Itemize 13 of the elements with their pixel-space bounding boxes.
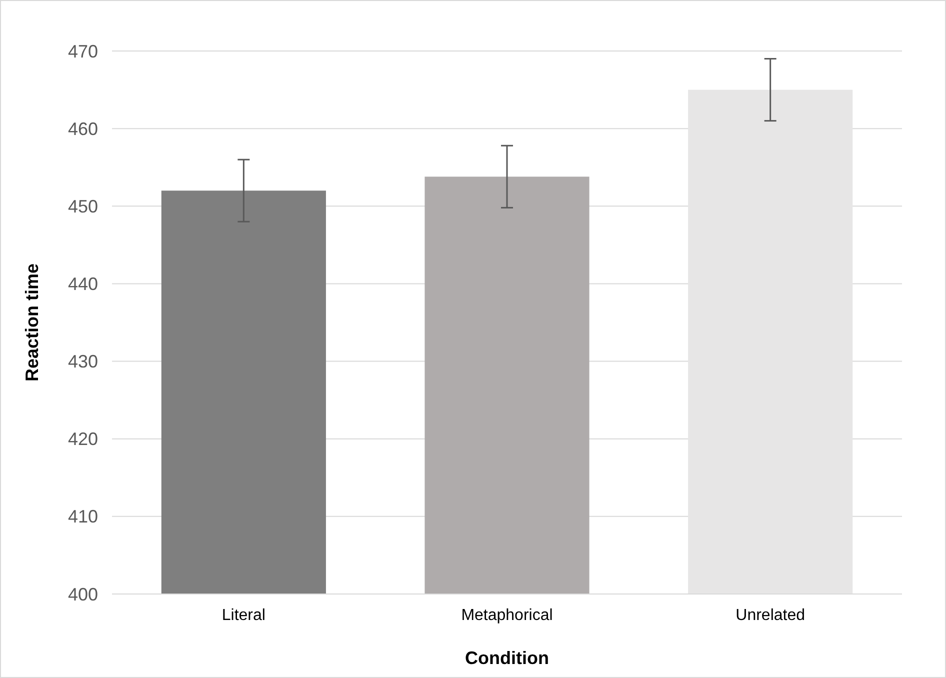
x-tick-label: Metaphorical (461, 607, 553, 624)
y-tick-label: 420 (68, 429, 98, 450)
y-tick-label: 430 (68, 352, 98, 372)
y-tick-label: 450 (68, 196, 98, 216)
y-tick-label: 410 (68, 506, 98, 527)
y-tick-label: 400 (68, 584, 98, 604)
x-tick-label: Unrelated (736, 607, 806, 624)
y-tick-label: 440 (68, 274, 98, 294)
y-tick-label: 470 (68, 41, 98, 62)
x-axis-title: Condition (465, 648, 549, 668)
y-axis-title: Reaction time (22, 263, 42, 382)
x-tick-label: Literal (222, 607, 266, 624)
y-tick-label: 460 (68, 118, 98, 139)
